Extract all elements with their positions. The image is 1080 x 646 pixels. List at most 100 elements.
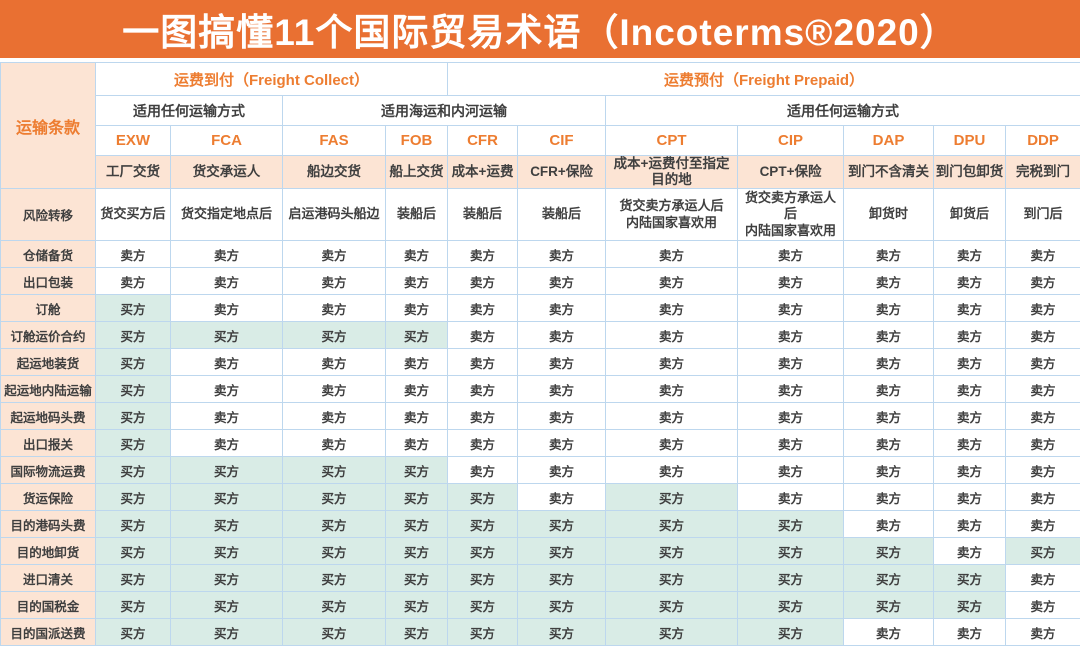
freight-group-header-1: 运费预付（Freight Prepaid） [448, 63, 1080, 96]
party-cell-cfr: 买方 [448, 511, 518, 538]
party-cell-cip: 卖方 [738, 376, 844, 403]
party-cell-cif: 买方 [518, 619, 606, 646]
risk-cell-cfr: 装船后 [448, 189, 518, 241]
row-label-3: 订舱运价合约 [1, 322, 96, 349]
party-cell-cip: 卖方 [738, 241, 844, 268]
risk-cell-cif: 装船后 [518, 189, 606, 241]
party-cell-cpt: 买方 [606, 511, 738, 538]
party-cell-fas: 卖方 [283, 295, 386, 322]
risk-row-label: 风险转移 [1, 189, 96, 241]
party-cell-dap: 卖方 [844, 349, 934, 376]
party-cell-cpt: 卖方 [606, 349, 738, 376]
row-label-0: 仓储备货 [1, 241, 96, 268]
party-cell-fob: 买方 [386, 511, 448, 538]
party-cell-ddp: 卖方 [1006, 511, 1080, 538]
party-cell-cif: 卖方 [518, 376, 606, 403]
term-description-cfr: 成本+运费 [448, 156, 518, 189]
party-cell-dpu: 卖方 [934, 268, 1006, 295]
party-cell-dpu: 卖方 [934, 619, 1006, 646]
party-cell-cip: 卖方 [738, 430, 844, 457]
party-cell-fob: 买方 [386, 592, 448, 619]
party-cell-dpu: 卖方 [934, 403, 1006, 430]
party-cell-dpu: 卖方 [934, 295, 1006, 322]
table-row: 起运地码头费买方卖方卖方卖方卖方卖方卖方卖方卖方卖方卖方 [1, 403, 1080, 430]
party-cell-cif: 卖方 [518, 457, 606, 484]
row-label-7: 出口报关 [1, 430, 96, 457]
party-cell-dpu: 卖方 [934, 322, 1006, 349]
party-cell-dpu: 卖方 [934, 457, 1006, 484]
party-cell-dap: 卖方 [844, 376, 934, 403]
party-cell-fca: 买方 [171, 592, 283, 619]
term-code-fas: FAS [283, 126, 386, 156]
party-cell-dpu: 买方 [934, 592, 1006, 619]
table-row: 国际物流运费买方买方买方买方卖方卖方卖方卖方卖方卖方卖方 [1, 457, 1080, 484]
party-cell-cif: 买方 [518, 592, 606, 619]
party-cell-cfr: 买方 [448, 484, 518, 511]
party-cell-cif: 买方 [518, 538, 606, 565]
party-cell-fob: 卖方 [386, 430, 448, 457]
table-row: 起运地装货买方卖方卖方卖方卖方卖方卖方卖方卖方卖方卖方 [1, 349, 1080, 376]
party-cell-exw: 买方 [96, 565, 171, 592]
party-cell-dpu: 卖方 [934, 511, 1006, 538]
term-code-cif: CIF [518, 126, 606, 156]
party-cell-ddp: 卖方 [1006, 484, 1080, 511]
party-cell-ddp: 卖方 [1006, 322, 1080, 349]
party-cell-ddp: 卖方 [1006, 295, 1080, 322]
party-cell-fas: 买方 [283, 322, 386, 349]
party-cell-fob: 买方 [386, 484, 448, 511]
party-cell-cif: 卖方 [518, 349, 606, 376]
party-cell-ddp: 买方 [1006, 538, 1080, 565]
party-cell-cif: 卖方 [518, 403, 606, 430]
transport-mode-header-0: 适用任何运输方式 [96, 96, 283, 126]
party-cell-fob: 卖方 [386, 403, 448, 430]
term-description-dpu: 到门包卸货 [934, 156, 1006, 189]
incoterms-table: 运输条款运费到付（Freight Collect）运费预付（Freight Pr… [0, 62, 1080, 646]
row-label-1: 出口包装 [1, 268, 96, 295]
party-cell-dap: 卖方 [844, 619, 934, 646]
term-description-ddp: 完税到门 [1006, 156, 1080, 189]
risk-cell-fob: 装船后 [386, 189, 448, 241]
party-cell-cpt: 买方 [606, 592, 738, 619]
party-cell-fas: 卖方 [283, 430, 386, 457]
party-cell-fob: 买方 [386, 538, 448, 565]
party-cell-dap: 买方 [844, 565, 934, 592]
party-cell-cif: 买方 [518, 511, 606, 538]
party-cell-dpu: 卖方 [934, 241, 1006, 268]
party-cell-fca: 卖方 [171, 430, 283, 457]
party-cell-cpt: 卖方 [606, 430, 738, 457]
party-cell-cif: 卖方 [518, 268, 606, 295]
party-cell-cfr: 卖方 [448, 349, 518, 376]
table-row: 目的国派送费买方买方买方买方买方买方买方买方卖方卖方卖方 [1, 619, 1080, 646]
party-cell-cip: 买方 [738, 592, 844, 619]
party-cell-cpt: 买方 [606, 484, 738, 511]
party-cell-cfr: 卖方 [448, 322, 518, 349]
party-cell-cif: 卖方 [518, 484, 606, 511]
risk-cell-dpu: 卸货后 [934, 189, 1006, 241]
party-cell-dap: 卖方 [844, 430, 934, 457]
risk-cell-cpt: 货交卖方承运人后 内陆国家喜欢用 [606, 189, 738, 241]
term-description-cif: CFR+保险 [518, 156, 606, 189]
party-cell-dap: 卖方 [844, 322, 934, 349]
row-label-4: 起运地装货 [1, 349, 96, 376]
transport-mode-header-2: 适用任何运输方式 [606, 96, 1080, 126]
party-cell-cpt: 卖方 [606, 376, 738, 403]
party-cell-cip: 卖方 [738, 349, 844, 376]
party-cell-exw: 买方 [96, 619, 171, 646]
term-code-fob: FOB [386, 126, 448, 156]
row-label-13: 目的国税金 [1, 592, 96, 619]
party-cell-exw: 买方 [96, 403, 171, 430]
table-row: 目的国税金买方买方买方买方买方买方买方买方买方买方卖方 [1, 592, 1080, 619]
party-cell-cfr: 卖方 [448, 376, 518, 403]
party-cell-fca: 买方 [171, 619, 283, 646]
party-cell-cip: 卖方 [738, 403, 844, 430]
party-cell-cfr: 卖方 [448, 430, 518, 457]
party-cell-fas: 买方 [283, 592, 386, 619]
party-cell-cip: 卖方 [738, 322, 844, 349]
party-cell-fca: 卖方 [171, 376, 283, 403]
party-cell-fca: 买方 [171, 565, 283, 592]
party-cell-fob: 买方 [386, 565, 448, 592]
party-cell-fas: 买方 [283, 484, 386, 511]
party-cell-cip: 卖方 [738, 484, 844, 511]
party-cell-cif: 卖方 [518, 430, 606, 457]
party-cell-ddp: 卖方 [1006, 403, 1080, 430]
